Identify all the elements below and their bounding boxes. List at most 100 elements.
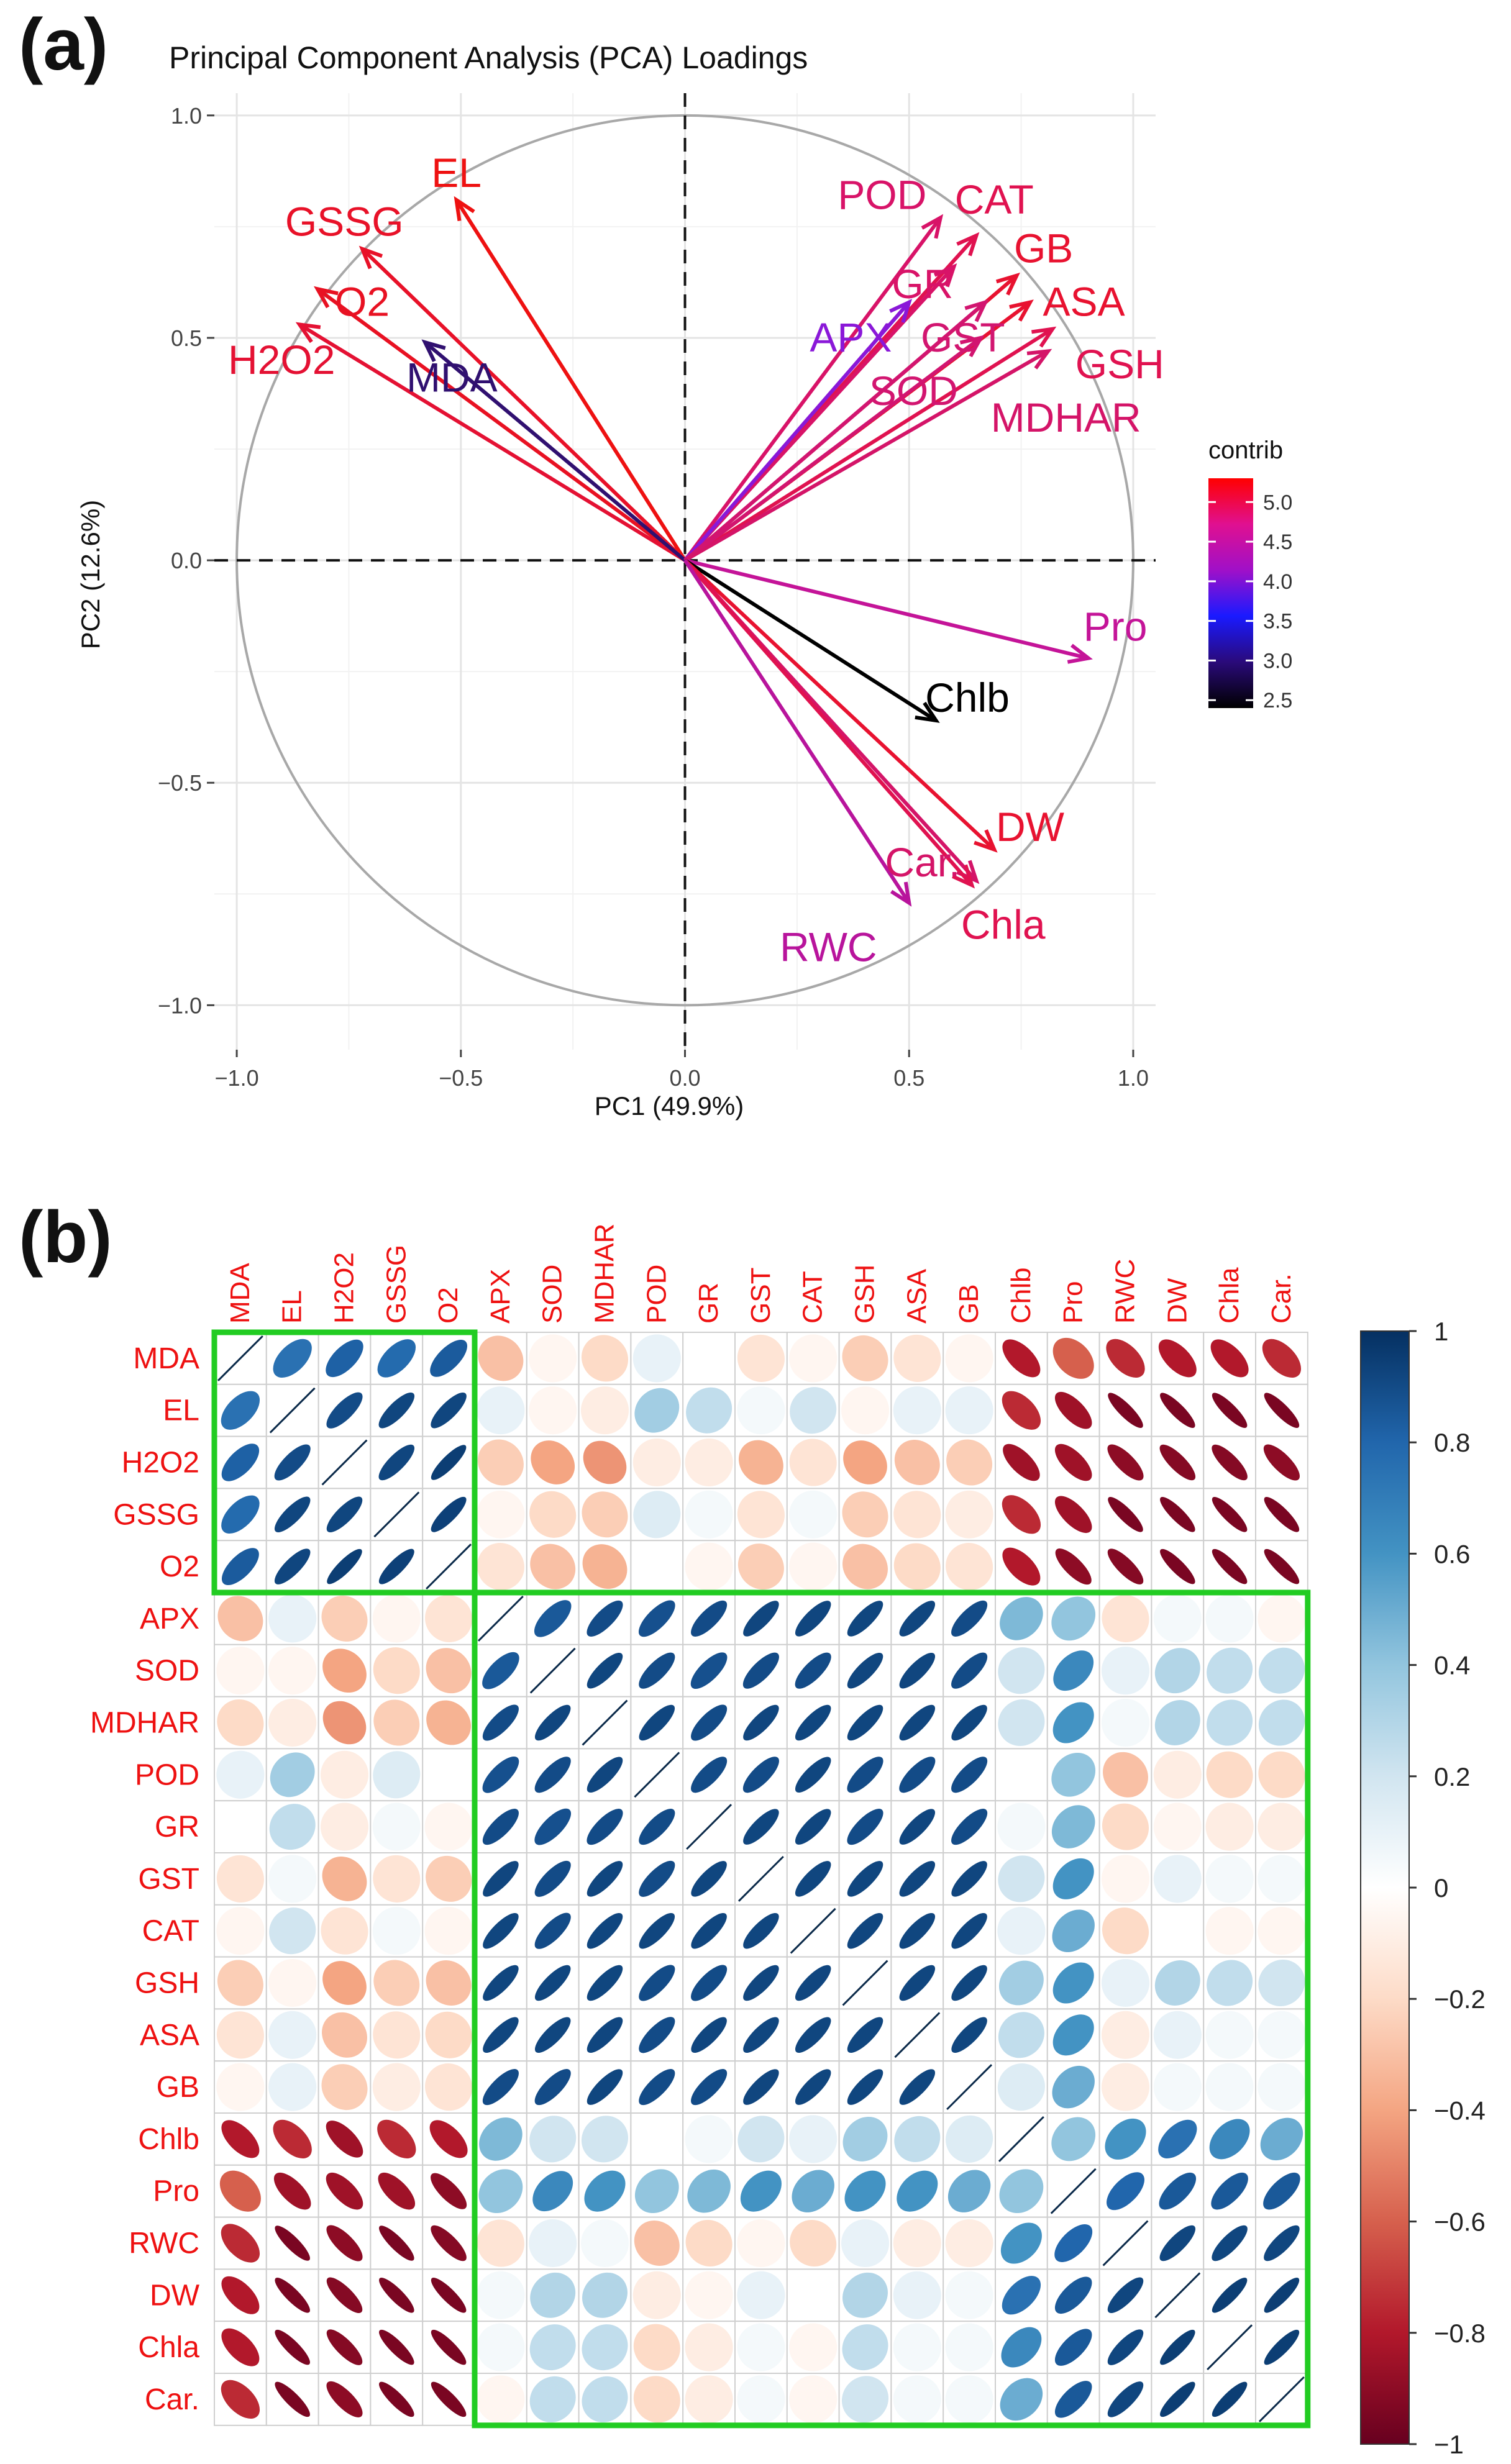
corr-cell bbox=[422, 1488, 476, 1542]
corr-cell bbox=[1203, 1852, 1256, 1906]
correlation-ellipse bbox=[478, 2169, 523, 2214]
correlation-ellipse bbox=[1003, 1443, 1040, 1481]
arrow-mdhar bbox=[684, 348, 1052, 562]
correlation-ellipse bbox=[1054, 1443, 1092, 1481]
corr-cell bbox=[630, 1852, 684, 1906]
corr-cell bbox=[214, 2321, 267, 2374]
corr-cell bbox=[734, 1488, 788, 1542]
corr-cell bbox=[890, 1748, 944, 1802]
arrow-label: SOD bbox=[869, 368, 958, 414]
correlation-ellipse bbox=[1262, 1339, 1302, 1378]
correlation-ellipse bbox=[1158, 2119, 1197, 2159]
legend-title: contrib bbox=[1208, 437, 1283, 464]
corr-cell bbox=[526, 1488, 580, 1542]
corr-cell bbox=[838, 2216, 892, 2270]
corr-cell bbox=[995, 1956, 1048, 2010]
corr-cell bbox=[995, 2112, 1048, 2166]
corr-cell bbox=[943, 1435, 996, 1489]
correlation-ellipse bbox=[686, 1387, 733, 1434]
corr-cell bbox=[578, 2008, 632, 2062]
arrow-head bbox=[974, 829, 998, 853]
corr-cell bbox=[317, 1748, 372, 1802]
correlation-ellipse bbox=[1107, 2329, 1144, 2365]
corr-cell bbox=[578, 2373, 632, 2426]
corr-cell bbox=[682, 1643, 736, 1698]
corr-cell bbox=[1203, 1643, 1256, 1698]
correlation-ellipse bbox=[1159, 1444, 1196, 1481]
correlation-ellipse bbox=[581, 2116, 629, 2163]
corr-cell bbox=[214, 2008, 267, 2062]
corr-cell bbox=[474, 1488, 527, 1542]
correlation-ellipse bbox=[737, 2116, 785, 2163]
corr-cell bbox=[526, 1383, 580, 1437]
corr-cell bbox=[1203, 1956, 1256, 2010]
correlation-ellipse bbox=[899, 1757, 936, 1793]
corr-cell bbox=[838, 1696, 892, 1750]
correlation-ellipse bbox=[477, 1439, 524, 1486]
correlation-ellipse bbox=[1101, 1698, 1150, 1747]
correlation-ellipse bbox=[478, 1335, 524, 1381]
corr-cell bbox=[526, 1852, 580, 1906]
corr-cell bbox=[734, 1435, 788, 1489]
correlation-ellipse bbox=[529, 1334, 577, 1383]
column-label: RWC bbox=[1110, 1259, 1141, 1324]
correlation-ellipse bbox=[1107, 2172, 1144, 2211]
correlation-ellipse bbox=[216, 2011, 264, 2059]
correlation-ellipse bbox=[795, 1861, 831, 1897]
corr-cell bbox=[890, 2008, 944, 2062]
corr-cell bbox=[630, 2321, 684, 2374]
correlation-ellipse bbox=[1052, 1962, 1094, 2004]
corr-cell bbox=[1098, 2060, 1153, 2114]
corr-cell bbox=[265, 1435, 319, 1489]
correlation-ellipse bbox=[685, 2271, 733, 2319]
corr-cell bbox=[838, 1852, 892, 1906]
correlation-ellipse bbox=[424, 1750, 473, 1799]
corr-cell bbox=[786, 1852, 840, 1906]
column-label: SOD bbox=[537, 1265, 568, 1324]
corr-cell bbox=[317, 2321, 372, 2374]
corr-cell bbox=[422, 2268, 476, 2322]
correlation-ellipse bbox=[899, 1861, 936, 1897]
correlation-ellipse bbox=[426, 1700, 472, 1745]
correlation-ellipse bbox=[372, 1803, 421, 1851]
correlation-ellipse bbox=[221, 2224, 260, 2263]
corr-cell bbox=[370, 2216, 424, 2270]
correlation-ellipse bbox=[482, 1756, 519, 1793]
correlation-ellipse bbox=[221, 2328, 260, 2366]
corr-cell bbox=[786, 1956, 840, 2010]
arrow-label: Car. bbox=[885, 839, 960, 885]
correlation-ellipse bbox=[690, 1652, 728, 1689]
corr-cell bbox=[734, 1643, 788, 1698]
diagonal-line bbox=[269, 1387, 316, 1434]
corr-cell bbox=[317, 2008, 372, 2062]
corr-cell bbox=[630, 2060, 684, 2114]
corr-cell bbox=[474, 1696, 527, 1750]
correlation-ellipse bbox=[425, 2011, 472, 2058]
correlation-ellipse bbox=[1002, 1495, 1041, 1534]
correlation-ellipse bbox=[587, 1809, 623, 1845]
correlation-ellipse bbox=[639, 1965, 675, 2001]
correlation-ellipse bbox=[275, 2329, 310, 2365]
correlation-ellipse bbox=[847, 2017, 883, 2053]
correlation-ellipse bbox=[379, 2381, 414, 2417]
cell-border bbox=[943, 1852, 996, 1906]
correlation-ellipse bbox=[632, 1334, 681, 1383]
correlation-ellipse bbox=[273, 2172, 311, 2210]
correlation-ellipse bbox=[737, 2323, 785, 2371]
correlation-ellipse bbox=[1258, 1699, 1305, 1746]
correlation-ellipse bbox=[691, 1757, 728, 1793]
correlation-ellipse bbox=[737, 1491, 785, 1539]
corr-cell bbox=[995, 1435, 1048, 1489]
correlation-ellipse bbox=[946, 2115, 993, 2163]
diagonal-line bbox=[686, 1804, 733, 1850]
corr-cell bbox=[578, 1540, 632, 1593]
correlation-ellipse bbox=[1002, 1391, 1041, 1430]
corr-cell bbox=[526, 2060, 580, 2114]
diagonal-line bbox=[946, 2064, 993, 2111]
corr-cell bbox=[1255, 1435, 1308, 1489]
correlation-ellipse bbox=[685, 1542, 733, 1591]
corr-cell bbox=[630, 1383, 684, 1437]
arrow-head bbox=[995, 272, 1020, 296]
arrow-label: CAT bbox=[955, 176, 1034, 222]
correlation-ellipse bbox=[1258, 2011, 1306, 2059]
